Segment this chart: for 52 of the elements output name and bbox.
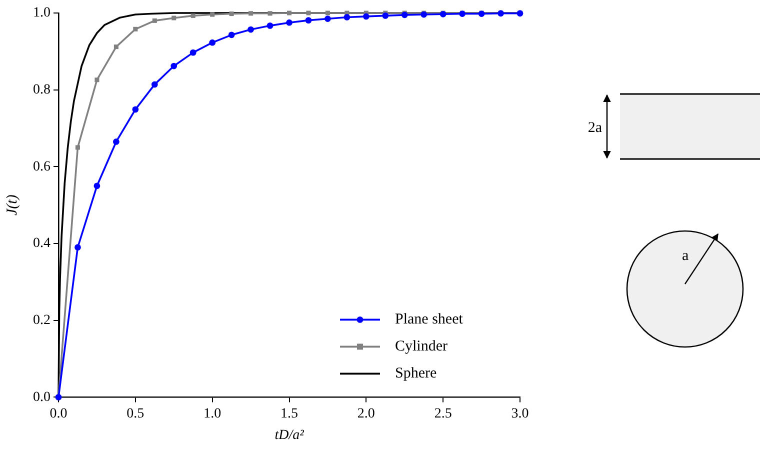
x-tick-label: 2.0 [357,406,375,422]
point [210,12,215,17]
point [286,19,292,26]
x-tick-label: 2.5 [434,406,452,422]
point [114,44,118,50]
point [152,18,157,23]
point [75,145,80,150]
point [94,182,100,190]
point [306,10,311,16]
x-tick-label: 1.5 [280,406,298,422]
y-tick-label: 0.2 [33,313,50,328]
point [74,244,81,251]
legend-label: Plane sheet [395,312,464,328]
point [133,26,138,32]
point [132,106,139,113]
point [209,39,216,46]
y-tick-label: 0.4 [33,236,50,252]
point [151,81,158,88]
point [382,12,389,19]
point [190,49,196,56]
legend-label: Sphere [395,366,437,382]
y-tick-label: 0.8 [33,82,50,98]
y-tick-label: 0.6 [33,159,50,174]
point [228,32,235,38]
point [248,26,254,33]
point [268,11,272,16]
point [305,17,312,24]
point [266,22,274,29]
x-tick-label: 0.0 [50,406,68,422]
y-tick-label: 0.0 [33,390,50,405]
point [324,16,331,22]
y-axis-title: J(t) [4,194,20,216]
point [170,62,178,70]
point [344,14,350,20]
point [325,10,330,16]
x-tick-label: 3.0 [511,406,529,422]
point [112,138,120,145]
point [229,12,234,16]
point [420,11,428,18]
point [362,13,370,20]
point [286,10,292,16]
circle-diagram: a [624,229,744,349]
legend-label: Cylinder [395,338,448,355]
point [248,11,254,16]
point [172,16,176,20]
y-tick-label: 1.0 [33,6,50,21]
point [401,12,408,18]
point [190,13,196,18]
x-axis-title: tD/a² [274,428,305,444]
x-tick-label: 1.0 [204,406,222,422]
point [94,78,100,82]
x-tick-label: 0.5 [126,406,144,422]
